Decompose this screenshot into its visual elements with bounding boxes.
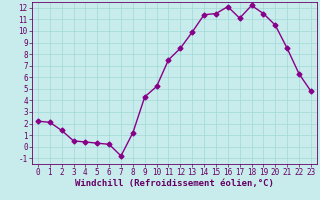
X-axis label: Windchill (Refroidissement éolien,°C): Windchill (Refroidissement éolien,°C) bbox=[75, 179, 274, 188]
